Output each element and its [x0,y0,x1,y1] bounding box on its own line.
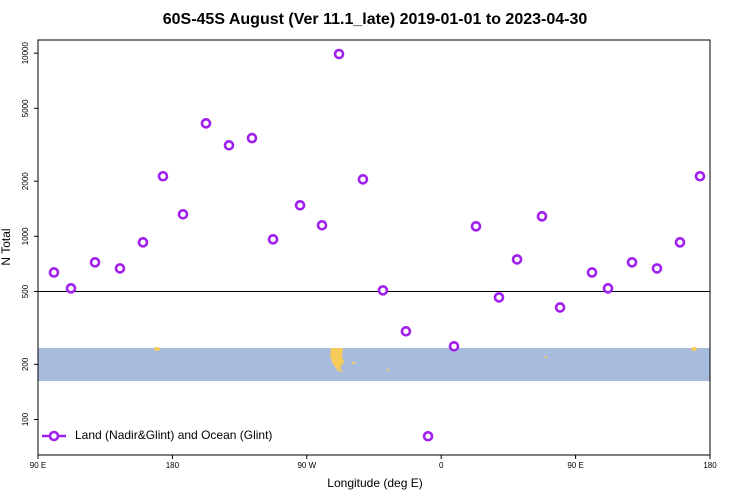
point [377,285,389,296]
legend-marker [48,430,60,442]
y-tick-label: 200 [21,357,30,371]
point [651,263,663,274]
point [400,326,412,337]
point [200,118,212,129]
x-tick-label: 90 E [567,461,583,470]
point [114,263,126,274]
point [511,254,523,265]
point [470,221,482,232]
x-tick-label: 90 W [297,461,316,470]
point [267,234,279,245]
y-tick-label: 10000 [21,41,30,64]
point [536,211,548,222]
chart-title: 60S-45S August (Ver 11.1_late) 2019-01-0… [163,11,588,28]
point [626,257,638,268]
y-tick-label: 1000 [21,227,30,245]
plot-frame [37,39,711,456]
y-tick-label: 2000 [21,172,30,190]
y-tick-label: 5000 [21,99,30,117]
point [674,237,686,248]
y-tick-label: 100 [21,412,30,426]
point [89,257,101,268]
point [177,209,189,220]
point [554,302,566,313]
point [602,283,614,294]
x-tick-label: 180 [166,461,180,470]
point [65,283,77,294]
y-axis-label: N Total [0,228,13,265]
y-tick-label: 500 [21,284,30,298]
point [246,132,258,144]
point [223,140,235,151]
point [493,292,505,303]
x-tick-label: 90 E [30,461,46,470]
point [422,430,434,442]
x-axis-label: Longitude (deg E) [327,476,422,490]
x-tick-label: 0 [439,461,444,470]
ocean-strip [38,348,710,381]
point [586,267,598,278]
point [448,340,460,352]
land-patches [154,347,697,372]
point [357,174,369,185]
legend-label: Land (Nadir&Glint) and Ocean (Glint) [75,428,272,442]
point [333,48,345,60]
point [157,170,169,182]
point [48,267,60,278]
x-tick-label: 180 [703,461,717,470]
point [694,170,706,182]
point [316,219,328,231]
plot-background [38,40,710,455]
point [294,200,306,211]
point [137,237,149,248]
